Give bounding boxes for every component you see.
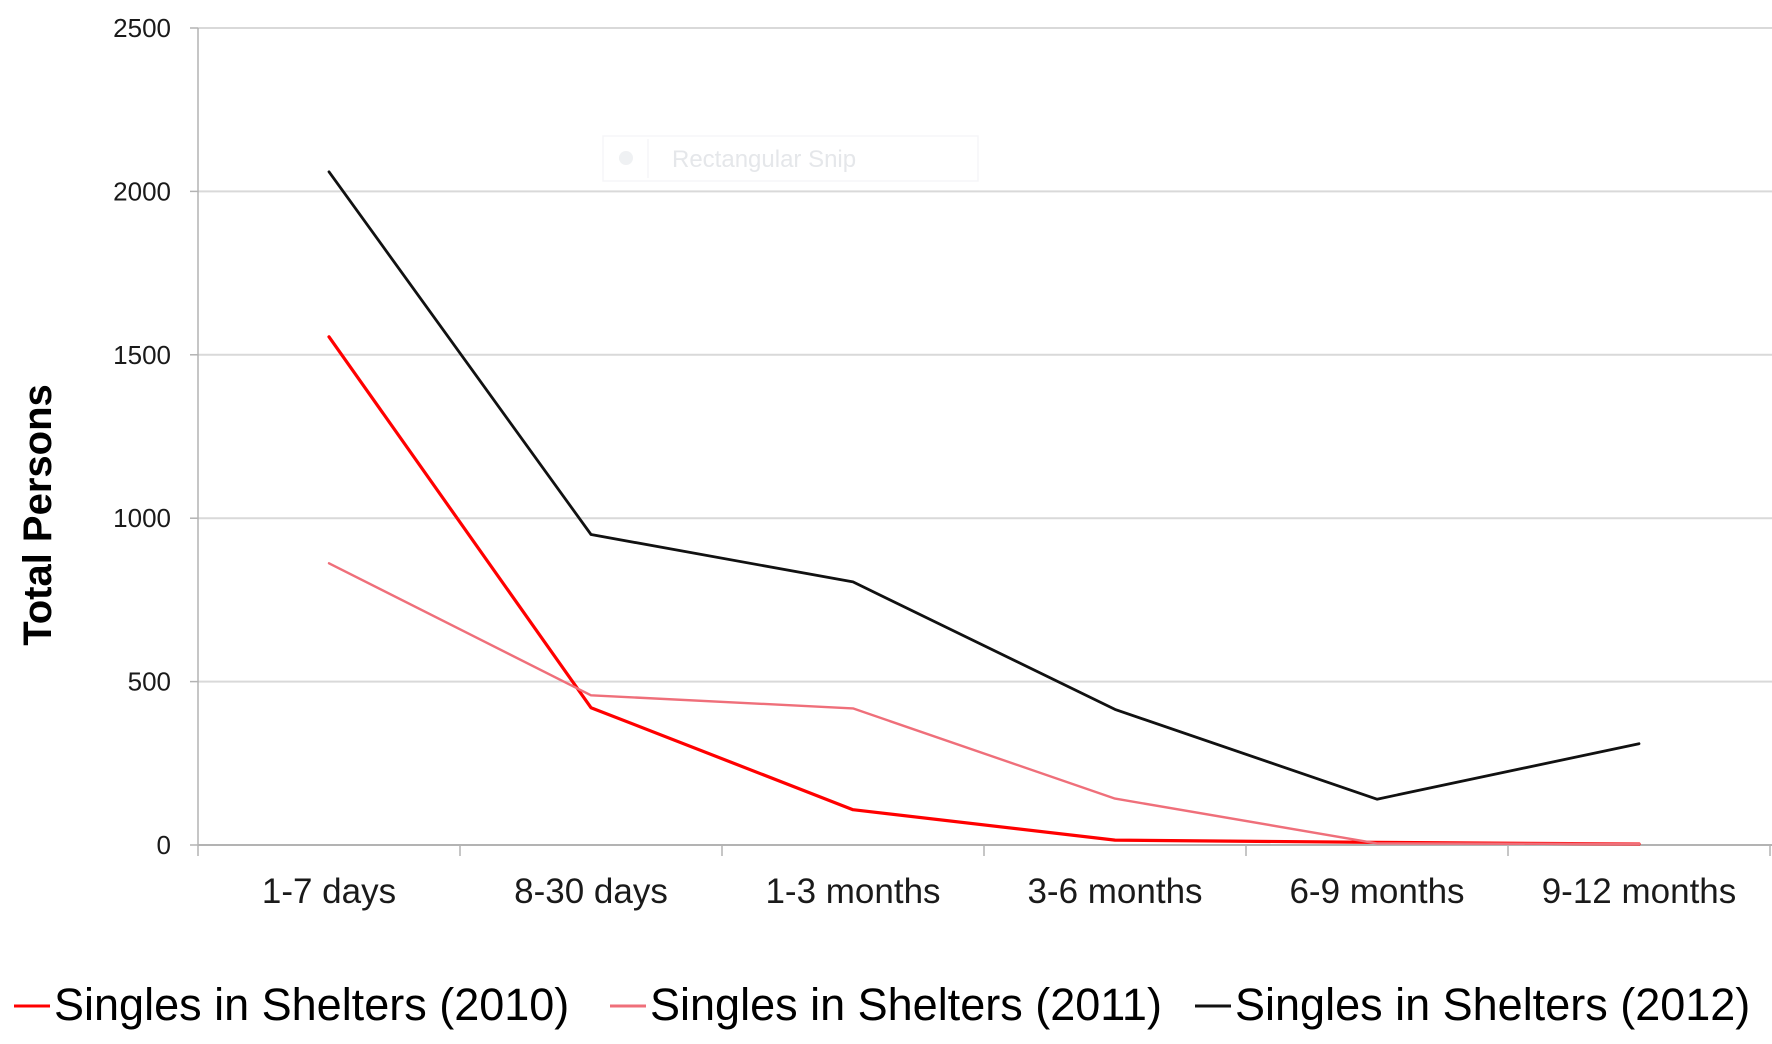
snip-overlay-label: Rectangular Snip	[672, 146, 856, 173]
series-line	[327, 335, 1641, 846]
legend: Singles in Shelters (2010) Singles in She…	[14, 979, 1750, 1030]
circle-icon	[619, 151, 633, 165]
y-tick-label: 0	[157, 830, 171, 860]
y-tick-label: 1500	[113, 340, 171, 370]
x-tick-label: 1-7 days	[262, 872, 396, 911]
x-tick-label: 3-6 months	[1027, 872, 1202, 911]
y-tick-label: 500	[128, 667, 171, 697]
y-tick-label: 2000	[113, 176, 171, 206]
gridlines	[198, 27, 1772, 683]
legend-label: Singles in Shelters (2012)	[1235, 979, 1750, 1030]
x-tick-label: 1-3 months	[765, 872, 940, 911]
x-tick-label: 9-12 months	[1542, 872, 1737, 911]
series-lines	[327, 170, 1641, 846]
y-tick-labels: 0 500 1000 1500 2000 2500	[113, 13, 171, 860]
series-line	[327, 170, 1641, 801]
y-axis-label: Total Persons	[16, 384, 60, 646]
snip-overlay: Rectangular Snip	[602, 135, 979, 182]
snip-overlay-box	[602, 135, 979, 182]
axes	[190, 27, 1772, 856]
y-tick-label: 2500	[113, 13, 171, 43]
legend-label: Singles in Shelters (2011)	[650, 979, 1162, 1030]
x-tick-labels: 1-7 days 8-30 days 1-3 months 3-6 months 6-9…	[262, 872, 1736, 911]
legend-label: Singles in Shelters (2010)	[54, 979, 569, 1030]
y-tick-label: 1000	[113, 503, 171, 533]
series-line	[327, 562, 1641, 846]
x-tick-label: 8-30 days	[514, 872, 668, 911]
x-tick-label: 6-9 months	[1289, 872, 1464, 911]
